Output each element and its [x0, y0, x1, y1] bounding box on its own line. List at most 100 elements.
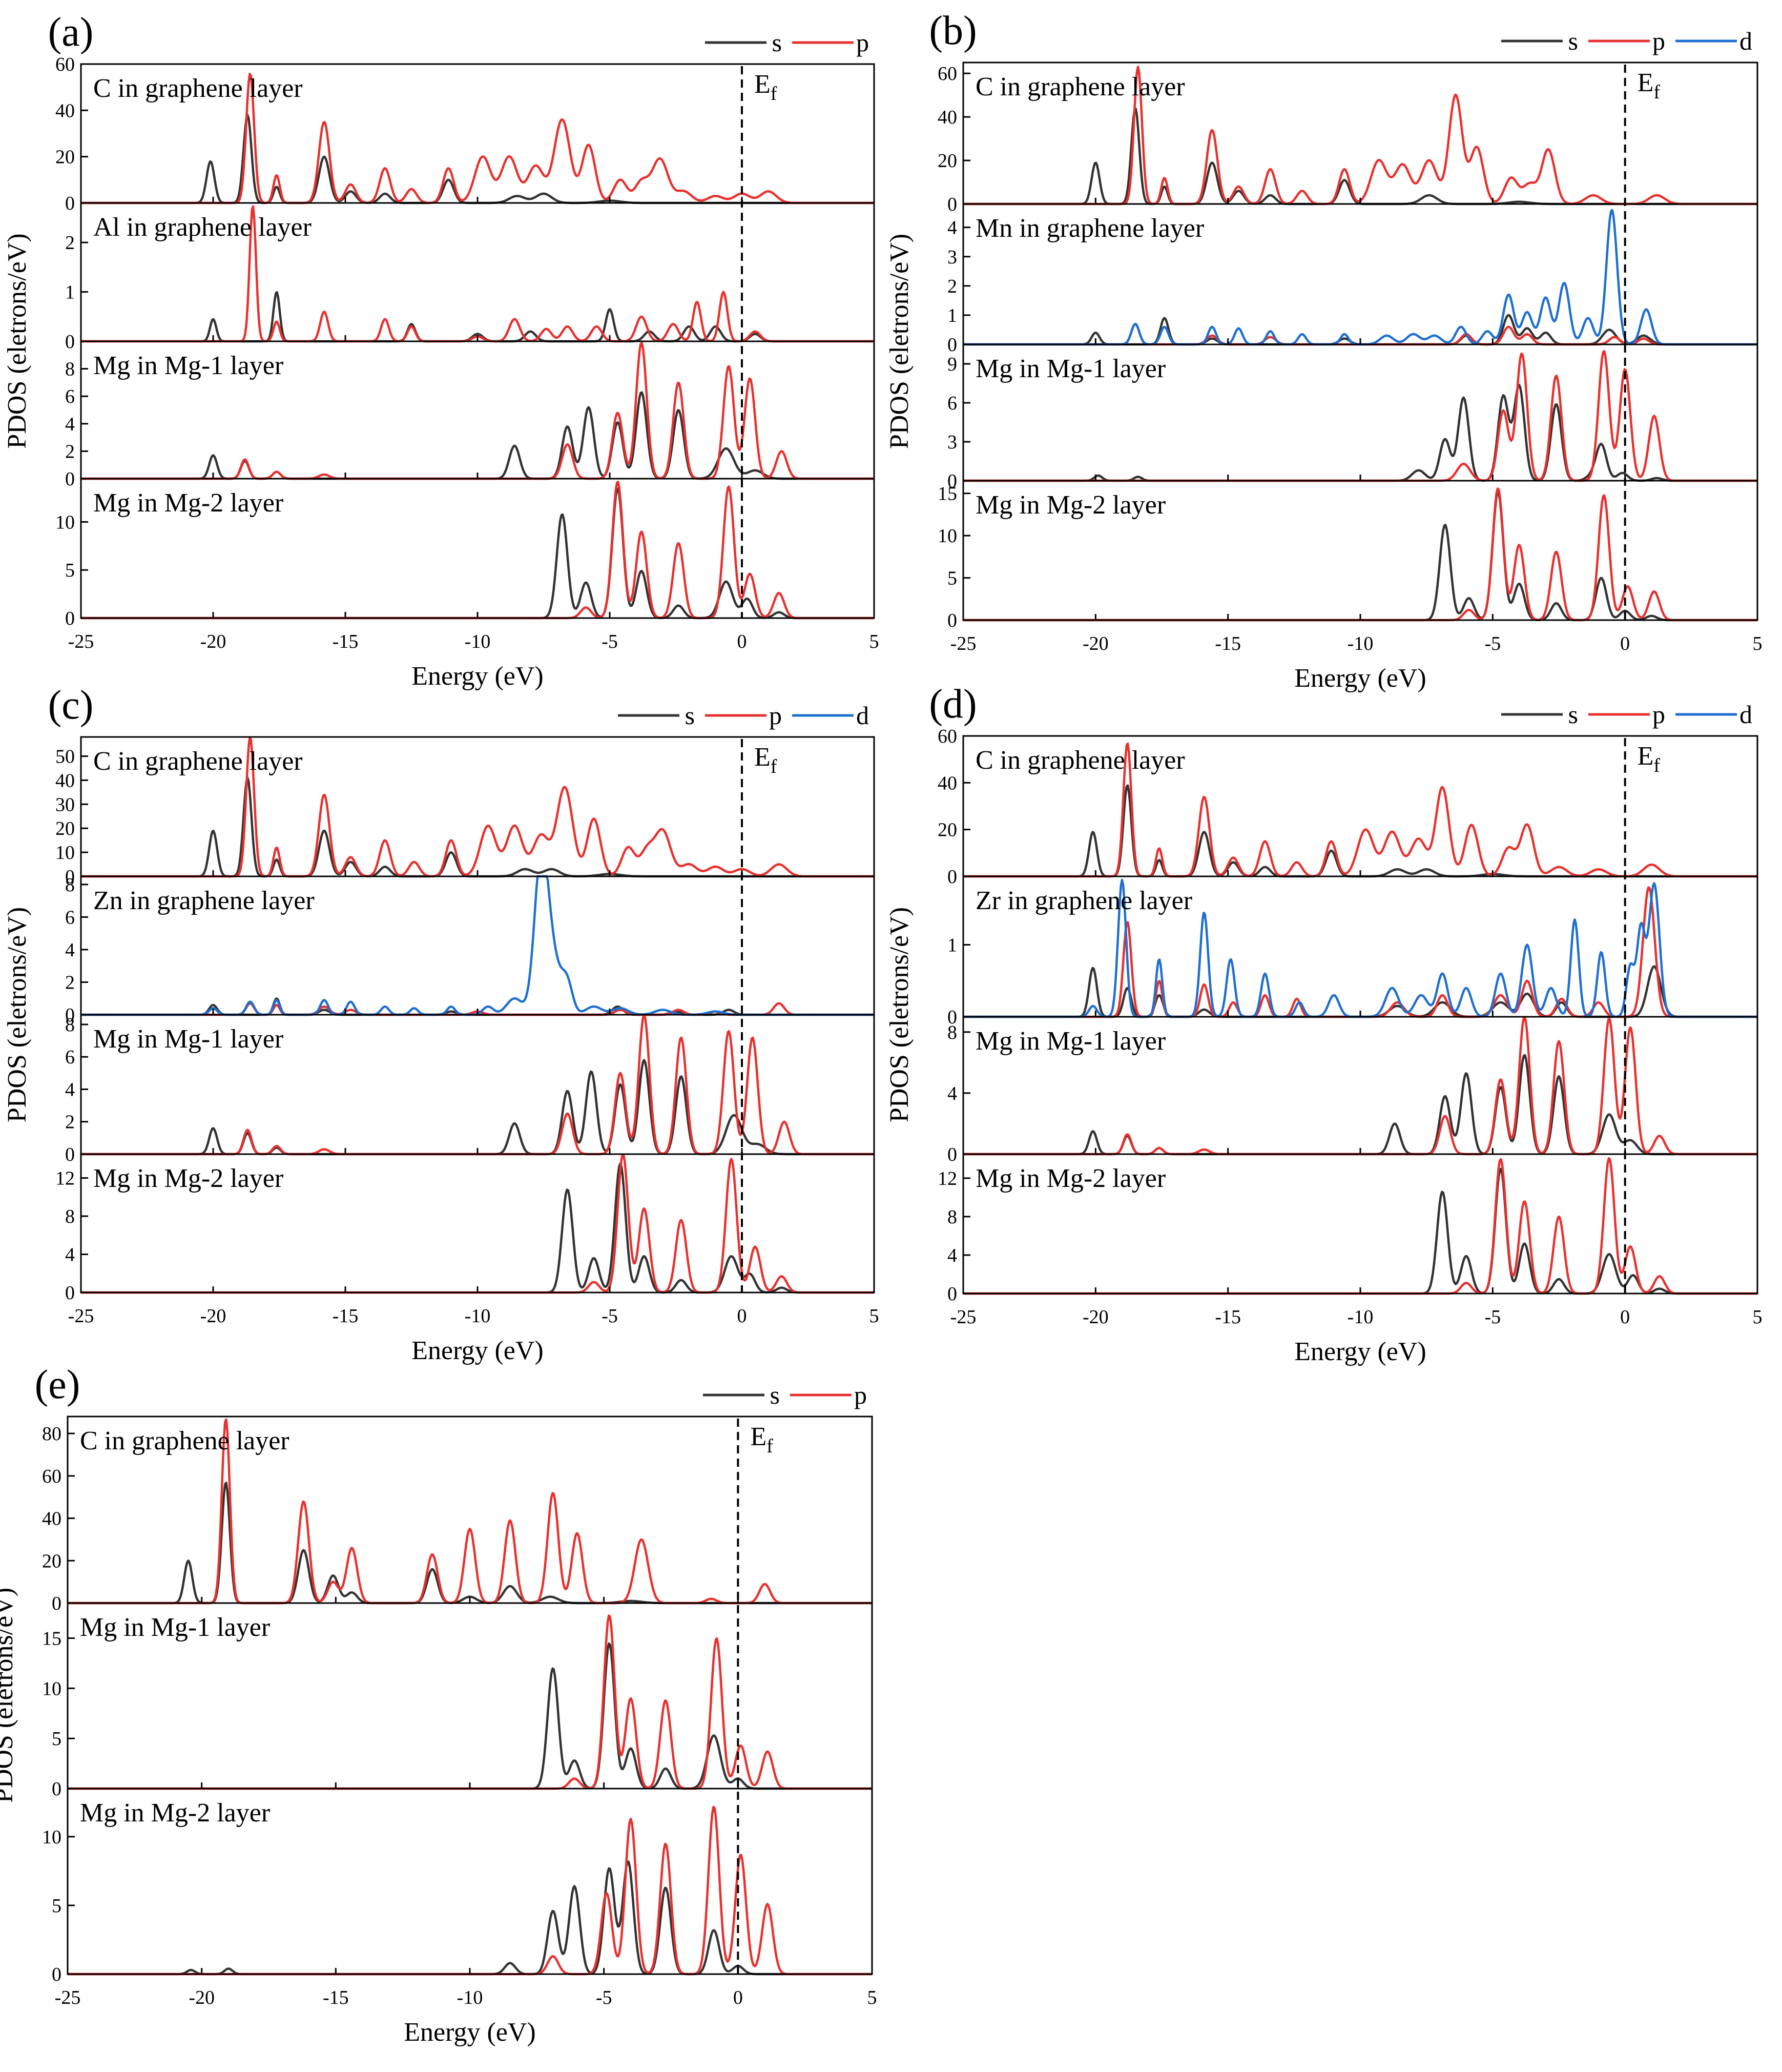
x-tick-label: 5 [1753, 633, 1763, 654]
x-tick-label: -15 [333, 1305, 359, 1327]
y-tick-label: 0 [52, 1778, 61, 1800]
layer-label: Zr in graphene layer [976, 886, 1192, 915]
x-axis-title: Energy (eV) [1294, 664, 1426, 693]
y-tick-label: 4 [947, 1245, 957, 1266]
subplot-4: 0 4 8 12 Mg in Mg-2 layer [55, 1153, 875, 1304]
panel-label: (b) [929, 8, 977, 53]
y-tick-label: 15 [938, 483, 957, 505]
x-tick-label: -20 [1083, 633, 1109, 654]
y-tick-label: 4 [65, 1079, 75, 1100]
x-tick-label: -25 [950, 633, 977, 654]
y-tick-label: 0 [52, 1593, 61, 1614]
x-tick-label: 0 [1620, 633, 1630, 654]
layer-label: Mg in Mg-2 layer [976, 1164, 1166, 1193]
series-line-s [963, 107, 1758, 206]
panel-label: (e) [35, 1362, 80, 1407]
legend-label-s: s [685, 701, 695, 730]
y-tick-label: 40 [55, 100, 75, 121]
series-line-s [963, 383, 1758, 482]
y-tick-label: 6 [65, 1047, 75, 1068]
y-tick-label: 60 [42, 1466, 61, 1487]
y-tick-label: 12 [938, 1168, 957, 1189]
series-line-s [80, 291, 875, 343]
layer-label: Mg in Mg-2 layer [80, 1798, 270, 1828]
y-tick-label: 0 [65, 331, 75, 353]
y-tick-label: 0 [65, 1144, 75, 1165]
y-tick-label: 0 [947, 1007, 957, 1028]
legend-label-d: d [856, 701, 869, 730]
fermi-level-label: Ef [750, 1422, 773, 1457]
y-tick-label: 4 [65, 939, 75, 961]
fermi-label-main: E [750, 1422, 766, 1451]
y-tick-label: 0 [65, 866, 75, 888]
y-tick-label: 20 [42, 1550, 61, 1572]
x-tick-label: 5 [869, 1305, 879, 1327]
x-tick-label: -20 [200, 1305, 226, 1327]
subplot-3: 0 2 4 6 8 Mg in Mg-1 layer [65, 340, 875, 490]
x-tick-label: -10 [1348, 1306, 1374, 1328]
y-tick-label: 10 [55, 511, 75, 533]
x-axis-title: Energy (eV) [1294, 1337, 1426, 1366]
fermi-level-label: Ef [754, 70, 777, 105]
subplot-3: 0 5 10 Mg in Mg-2 layer [42, 1788, 873, 1985]
x-tick-label: -5 [1485, 633, 1501, 654]
x-tick-label: -10 [465, 1305, 491, 1327]
legend-label-p: p [854, 1381, 867, 1409]
y-tick-label: 1 [947, 305, 957, 326]
subplot-2: 0 5 10 15 Mg in Mg-1 layer [42, 1602, 873, 1800]
series-line-s [963, 784, 1758, 878]
x-tick-label: -15 [1215, 1306, 1241, 1328]
x-tick-label: 0 [733, 1987, 743, 2008]
y-tick-label: 30 [55, 794, 75, 815]
fermi-label-main: E [1638, 742, 1654, 771]
x-tick-label: -10 [1348, 633, 1374, 654]
y-axis-title: PDOS (eletrons/eV) [3, 907, 32, 1122]
y-tick-label: 0 [65, 193, 75, 214]
y-tick-label: 3 [947, 247, 957, 268]
subplot-1: 0 20 40 60 C in graphene layer [938, 61, 1758, 215]
y-tick-label: 40 [42, 1508, 61, 1530]
y-axis-title: PDOS (eletrons/eV) [3, 233, 32, 448]
y-tick-label: 1 [65, 282, 75, 303]
y-tick-label: 20 [55, 147, 75, 168]
fermi-level-label: Ef [1638, 742, 1661, 776]
y-tick-label: 5 [947, 568, 957, 589]
series-line-s [67, 1642, 873, 1790]
y-tick-label: 4 [65, 414, 75, 435]
legend: ps [705, 28, 869, 57]
y-tick-label: 4 [65, 1244, 75, 1266]
x-tick-label: -25 [950, 1306, 977, 1328]
fermi-label-sub: f [1653, 81, 1660, 103]
subplot-2: 0 2 4 6 8 Zn in graphene layer [65, 874, 875, 1026]
y-tick-label: 15 [42, 1628, 61, 1649]
y-tick-label: 8 [65, 874, 75, 896]
x-tick-label: -25 [55, 1987, 81, 2008]
y-tick-label: 2 [65, 441, 75, 462]
y-tick-label: 40 [938, 107, 957, 128]
subplot-3: 0 3 6 9 Mg in Mg-1 layer [947, 343, 1758, 492]
subplot-2: 0 1 2 Al in graphene layer [65, 202, 875, 353]
y-tick-label: 60 [938, 63, 957, 85]
y-tick-label: 0 [947, 610, 957, 631]
subplot-4: 0 4 8 12 Mg in Mg-2 layer [938, 1153, 1758, 1305]
layer-label: Mn in graphene layer [976, 214, 1204, 243]
subplot-1: 0 20 40 60 80 C in graphene layer [42, 1415, 873, 1614]
y-tick-label: 0 [947, 1283, 957, 1305]
x-tick-label: -20 [1083, 1306, 1109, 1328]
y-tick-label: 60 [938, 726, 957, 747]
y-tick-label: 0 [947, 470, 957, 492]
series-line-s [67, 1482, 873, 1605]
fermi-level-label: Ef [1638, 68, 1661, 103]
subplot-4: 0 5 10 15 Mg in Mg-2 layer [938, 480, 1758, 631]
layer-label: C in graphene layer [80, 1426, 289, 1455]
subplot-3: 0 2 4 6 8 Mg in Mg-1 layer [65, 1013, 875, 1165]
y-tick-label: 5 [52, 1895, 61, 1917]
x-tick-label: -20 [200, 631, 226, 652]
y-tick-label: 10 [42, 1678, 61, 1699]
fermi-level-label: Ef [754, 743, 777, 777]
x-tick-label: -25 [68, 1305, 94, 1327]
y-tick-label: 40 [938, 772, 957, 794]
subplot-2: 0 1 Zr in graphene layer [947, 875, 1758, 1028]
